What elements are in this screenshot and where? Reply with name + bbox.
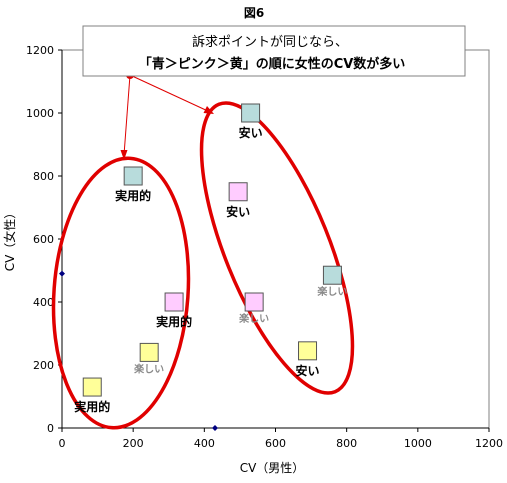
data-point-blue [241, 103, 261, 123]
point-label: 楽しい [316, 285, 347, 298]
callout-box: 訴求ポイントが同じなら、 「青＞ピンク＞黄」の順に女性のCV数が多い [82, 25, 466, 77]
callout-arrow-right [129, 74, 211, 113]
data-point-pink [244, 292, 264, 312]
data-point-yellow [298, 341, 318, 361]
point-label: 安い [226, 204, 250, 219]
data-point-pink [164, 292, 184, 312]
data-point-pink [228, 182, 248, 202]
chart-title: 図6 [244, 6, 264, 20]
data-point-blue [322, 265, 342, 285]
y-tick-label: 600 [33, 233, 54, 246]
callout-arrow-left [123, 74, 131, 156]
axis-markers [59, 270, 219, 431]
point-label: 実用的 [74, 399, 110, 414]
group-ellipse-cheap [199, 101, 355, 395]
plot-area [61, 49, 490, 429]
point-label: 実用的 [156, 314, 192, 329]
x-tick-label: 1200 [475, 437, 503, 450]
point-label: 安い [296, 363, 320, 378]
x-tick-labels: 0 200 400 600 800 1000 1200 [59, 428, 503, 450]
y-tick-labels: 0 200 400 600 800 1000 1200 [26, 44, 62, 435]
callout-line-1: 訴求ポイントが同じなら、 [192, 34, 348, 50]
plot-background [61, 49, 490, 429]
y-tick-label: 1200 [26, 44, 54, 57]
point-label: 楽しい [133, 362, 164, 375]
callout-arrowhead-left [120, 150, 128, 160]
x-tick-label: 1000 [404, 437, 432, 450]
x-tick-label: 0 [59, 437, 66, 450]
y-tick-label: 200 [33, 359, 54, 372]
data-point-yellow [139, 342, 159, 362]
data-point-yellow [82, 377, 102, 397]
x-tick-label: 800 [336, 437, 357, 450]
point-label: 楽しい [238, 312, 269, 325]
y-axis-label: CV（女性） [2, 207, 17, 272]
x-tick-label: 400 [194, 437, 215, 450]
x-tick-label: 200 [123, 437, 144, 450]
callout-line-2: 「青＞ピンク＞黄」の順に女性のCV数が多い [139, 56, 406, 72]
point-label: 安い [239, 125, 263, 140]
data-point-blue [123, 166, 143, 186]
y-tick-label: 400 [33, 296, 54, 309]
y-tick-label: 0 [47, 422, 54, 435]
axis-point-marker [59, 270, 65, 277]
group-ellipse-practical [51, 156, 191, 430]
callout-arrowhead-right [203, 106, 214, 114]
point-label: 実用的 [115, 188, 151, 203]
x-tick-label: 600 [265, 437, 286, 450]
axis-point-marker [212, 425, 219, 431]
callout-frame [82, 25, 466, 77]
x-axis-label: CV（男性） [240, 461, 305, 475]
y-tick-label: 800 [33, 170, 54, 183]
y-tick-label: 1000 [26, 107, 54, 120]
